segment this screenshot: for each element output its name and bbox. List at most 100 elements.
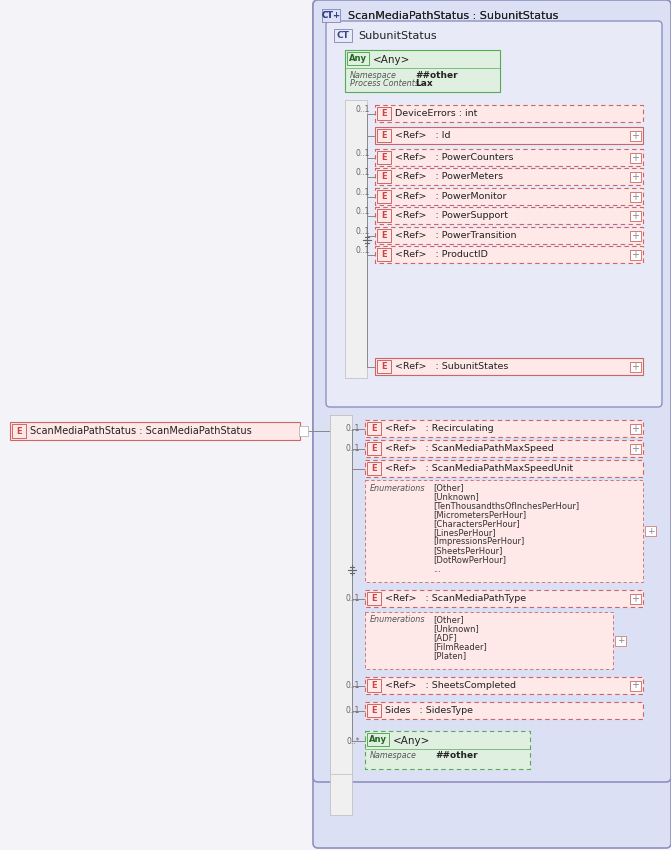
Text: [Platen]: [Platen]	[433, 651, 466, 660]
Text: E: E	[371, 681, 377, 690]
Text: E: E	[381, 153, 386, 162]
Text: +: +	[631, 191, 639, 201]
Text: ScanMediaPathStatus : SubunitStatus: ScanMediaPathStatus : SubunitStatus	[348, 11, 558, 21]
FancyBboxPatch shape	[326, 21, 662, 407]
Bar	[630, 593, 641, 604]
Text: [LinesPerHour]: [LinesPerHour]	[433, 529, 496, 537]
Text: E: E	[16, 427, 22, 435]
Bar	[375, 105, 643, 122]
Bar	[377, 129, 391, 142]
Text: +: +	[631, 423, 639, 434]
Text: E: E	[381, 250, 386, 259]
Bar	[645, 526, 656, 536]
Text: [TenThousandthsOfInchesPerHour]: [TenThousandthsOfInchesPerHour]	[433, 502, 579, 511]
Text: 0..1: 0..1	[346, 424, 360, 433]
Bar	[365, 731, 530, 769]
Bar	[630, 131, 641, 140]
Bar	[365, 612, 613, 669]
Text: ScanMediaPathStatus : SubunitStatus: ScanMediaPathStatus : SubunitStatus	[348, 11, 558, 21]
Bar	[365, 440, 643, 457]
Bar	[375, 188, 643, 205]
FancyBboxPatch shape	[313, 0, 671, 848]
Bar	[347, 52, 369, 65]
Text: <Ref>   : PowerCounters: <Ref> : PowerCounters	[395, 153, 513, 162]
Bar	[367, 592, 381, 605]
Text: Enumerations: Enumerations	[370, 484, 425, 492]
Text: E: E	[371, 444, 377, 453]
Bar	[365, 480, 643, 582]
Text: Any: Any	[349, 54, 367, 63]
Text: E: E	[381, 231, 386, 240]
Text: <Ref>   : ScanMediaPathType: <Ref> : ScanMediaPathType	[385, 594, 526, 603]
Text: <Ref>   : PowerTransition: <Ref> : PowerTransition	[395, 231, 517, 240]
Bar	[365, 460, 643, 477]
Bar	[377, 151, 391, 164]
Text: <Ref>   : ScanMediaPathMaxSpeed: <Ref> : ScanMediaPathMaxSpeed	[385, 444, 554, 453]
Bar	[330, 415, 352, 815]
Bar	[377, 170, 391, 183]
Bar	[377, 190, 391, 203]
Text: 0..1: 0..1	[346, 681, 360, 690]
Bar	[367, 704, 381, 717]
Text: Namespace: Namespace	[350, 71, 397, 80]
Text: ##other: ##other	[435, 751, 478, 761]
Text: <Ref>   : ScanMediaPathMaxSpeedUnit: <Ref> : ScanMediaPathMaxSpeedUnit	[385, 464, 573, 473]
Text: <Ref>   : ProductID: <Ref> : ProductID	[395, 250, 488, 259]
Text: <Ref>   : Recirculating: <Ref> : Recirculating	[385, 424, 494, 433]
Text: +: +	[631, 250, 639, 259]
Text: +: +	[631, 361, 639, 371]
Bar	[615, 636, 626, 645]
Text: +: +	[647, 526, 654, 536]
Bar	[367, 442, 381, 455]
Bar	[367, 462, 381, 475]
Bar	[322, 9, 340, 22]
Text: 0..1: 0..1	[356, 207, 370, 216]
Text: <Any>: <Any>	[393, 736, 430, 746]
Bar	[630, 152, 641, 162]
Text: [SheetsPerHour]: [SheetsPerHour]	[433, 547, 503, 556]
Text: E: E	[381, 211, 386, 220]
Bar	[630, 172, 641, 182]
Bar	[375, 246, 643, 263]
Bar	[377, 248, 391, 261]
Text: [CharactersPerHour]: [CharactersPerHour]	[433, 519, 519, 529]
Text: <Ref>   : SubunitStates: <Ref> : SubunitStates	[395, 362, 509, 371]
Bar	[375, 358, 643, 375]
Text: Sides   : SidesType: Sides : SidesType	[385, 706, 473, 715]
Text: ...: ...	[433, 564, 441, 574]
Bar	[630, 250, 641, 259]
Text: E: E	[371, 464, 377, 473]
Bar	[630, 211, 641, 220]
Bar	[299, 426, 308, 436]
Bar	[630, 444, 641, 454]
Bar	[377, 229, 391, 242]
Text: +: +	[631, 681, 639, 690]
Text: +: +	[617, 636, 624, 645]
Text: ScanMediaPathStatus : ScanMediaPathStatus: ScanMediaPathStatus : ScanMediaPathStatu…	[30, 426, 252, 436]
Text: [Unknown]: [Unknown]	[433, 492, 478, 502]
Text: 0..1: 0..1	[346, 444, 360, 453]
Bar	[12, 424, 26, 438]
Bar	[367, 422, 381, 435]
Text: Any: Any	[369, 735, 387, 744]
Text: Enumerations: Enumerations	[370, 615, 425, 625]
Text: 0..1: 0..1	[356, 246, 370, 254]
Text: SubunitStatus: SubunitStatus	[358, 31, 437, 41]
Text: <Ref>   : PowerMonitor: <Ref> : PowerMonitor	[395, 192, 507, 201]
Bar	[330, 415, 352, 774]
Bar	[375, 127, 643, 144]
Bar	[345, 50, 500, 92]
Text: +: +	[631, 444, 639, 454]
Text: E: E	[381, 192, 386, 201]
Bar	[367, 679, 381, 692]
Text: 0..1: 0..1	[346, 594, 360, 603]
Text: <Any>: <Any>	[373, 55, 411, 65]
Text: DeviceErrors : int: DeviceErrors : int	[395, 109, 477, 118]
Text: CT+: CT+	[321, 11, 340, 20]
Text: 0..1: 0..1	[356, 226, 370, 235]
Text: E: E	[371, 706, 377, 715]
Bar	[345, 100, 367, 378]
Text: [FilmReader]: [FilmReader]	[433, 643, 486, 651]
Bar	[377, 107, 391, 120]
Bar	[375, 149, 643, 166]
